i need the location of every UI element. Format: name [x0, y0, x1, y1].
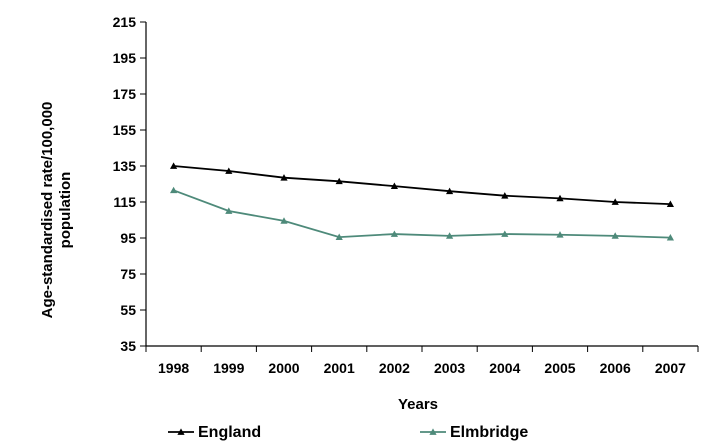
data-point-england	[556, 194, 564, 202]
data-point-england	[390, 182, 398, 190]
data-point-england	[611, 198, 619, 205]
y-tick-label: 115	[113, 194, 136, 210]
x-tick-label: 1999	[213, 360, 244, 376]
y-tick-label: 175	[113, 86, 137, 102]
y-tick-label: 75	[120, 266, 136, 282]
data-point-elmbridge	[390, 230, 398, 237]
y-tick-label: 195	[113, 50, 137, 66]
x-tick-label: 2004	[489, 360, 520, 376]
data-point-elmbridge	[446, 232, 454, 239]
data-point-england	[225, 167, 233, 174]
data-point-elmbridge	[501, 230, 509, 237]
x-tick-label: 1998	[158, 360, 189, 376]
y-axis-title-line-2: population	[57, 172, 74, 249]
series-group	[170, 162, 674, 241]
data-point-england	[446, 187, 454, 195]
x-tick-label: 2003	[434, 360, 465, 376]
legend-label: Elmbridge	[450, 424, 528, 441]
legend-item-elmbridge: Elmbridge	[420, 424, 528, 441]
data-point-england	[501, 192, 509, 199]
x-tick-label: 2002	[379, 360, 410, 376]
legend-label: England	[198, 424, 261, 441]
axes	[145, 22, 698, 347]
y-axis-title: Age-standardised rate/100,000 population	[39, 102, 74, 319]
data-point-england	[280, 174, 288, 181]
y-tick-label: 215	[113, 14, 137, 30]
data-point-elmbridge	[225, 207, 233, 214]
y-ticks: 35 55 75 95 115 135 155 175 195 215	[113, 14, 146, 354]
legend: England Elmbridge	[168, 424, 528, 441]
data-point-england	[335, 177, 343, 185]
series-line-elmbridge	[173, 189, 671, 239]
y-tick-label: 55	[120, 302, 136, 318]
y-axis-title-line-1: Age-standardised rate/100,000	[39, 102, 56, 319]
y-tick-label: 135	[113, 158, 137, 174]
x-ticks: 1998 1999 2000 2001 2002 2003 2004 2005 2006 2007	[145, 346, 699, 376]
data-point-elmbridge	[556, 231, 564, 238]
x-tick-label: 2005	[544, 360, 575, 376]
series-elmbridge	[170, 186, 674, 241]
data-point-elmbridge	[280, 217, 288, 224]
series-line-england	[173, 165, 671, 206]
y-tick-label: 155	[113, 122, 137, 138]
data-point-elmbridge	[170, 186, 178, 194]
data-point-england	[666, 200, 674, 208]
y-tick-label: 95	[120, 230, 136, 246]
x-axis-title: Years	[398, 396, 438, 413]
data-point-elmbridge	[666, 234, 674, 241]
x-tick-label: 2000	[268, 360, 299, 376]
legend-swatch-marker	[429, 428, 437, 435]
x-tick-label: 2006	[600, 360, 631, 376]
x-tick-label: 2007	[655, 360, 686, 376]
data-point-elmbridge	[611, 232, 619, 239]
data-point-england	[170, 162, 178, 169]
series-england	[170, 162, 674, 208]
x-tick-label: 2001	[324, 360, 355, 376]
legend-swatch-marker	[177, 428, 185, 435]
legend-item-england: England	[168, 424, 261, 441]
y-tick-label: 35	[120, 338, 136, 354]
data-point-elmbridge	[335, 233, 343, 240]
